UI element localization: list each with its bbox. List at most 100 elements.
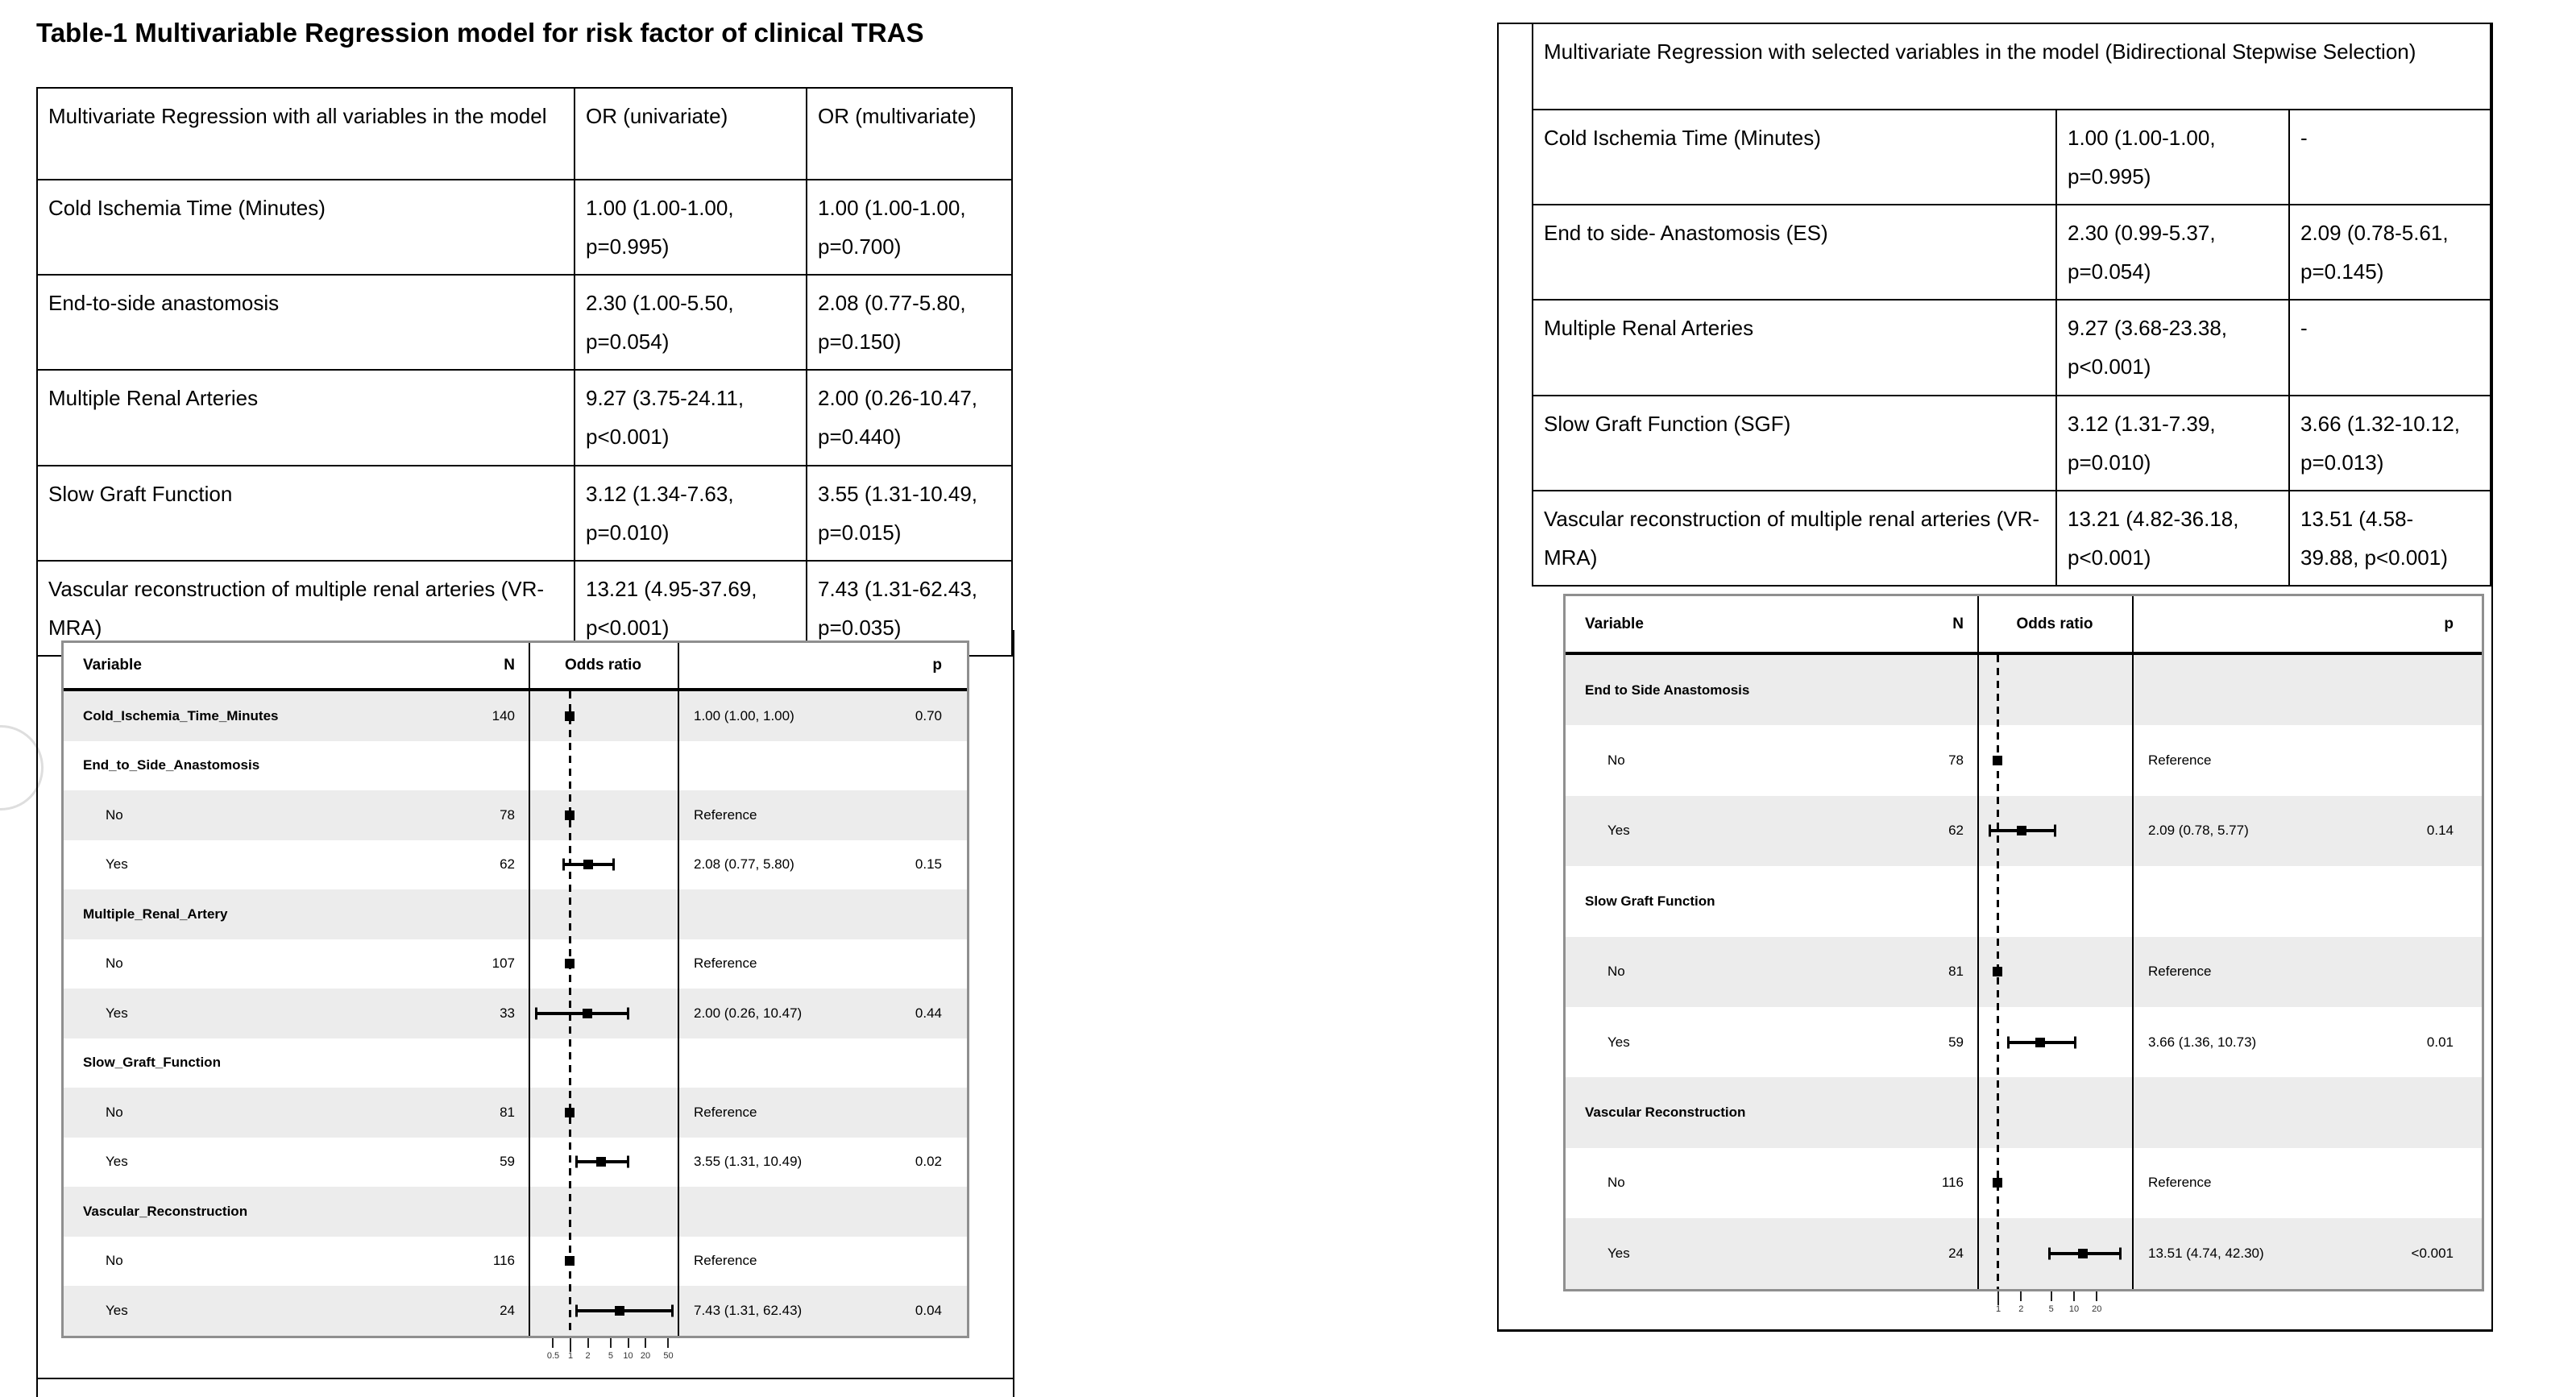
table-cell: 3.55 (1.31-10.49, p=0.015) bbox=[806, 464, 1013, 562]
forest-row-estimate: 3.66 (1.36, 10.73) bbox=[2148, 1034, 2257, 1050]
axis-tick bbox=[645, 1338, 647, 1348]
forest-header-variable: Variable bbox=[1585, 615, 1644, 632]
forest-row-n: 140 bbox=[492, 707, 515, 723]
forest-marker-square bbox=[596, 1157, 607, 1167]
axis-tick-label: 20 bbox=[640, 1351, 651, 1361]
forest-data-row: Cold_Ischemia_Time_Minutes 140 1.00 (1.00,… bbox=[64, 691, 967, 741]
forest-axis: 0.5 1 2 5 10 20 50 bbox=[61, 1338, 964, 1374]
forest-ci-cap bbox=[575, 1304, 579, 1317]
forest-row-n: 24 bbox=[1948, 1245, 1964, 1261]
forest-header-p: p bbox=[2444, 615, 2454, 632]
forest-ci-cap bbox=[2118, 1247, 2122, 1260]
forest-marker-square bbox=[2078, 1248, 2089, 1258]
axis-tick bbox=[2050, 1291, 2052, 1301]
forest-row-estimate: Reference bbox=[2148, 752, 2212, 769]
forest-header-p: p bbox=[932, 657, 942, 674]
table-cell: 3.12 (1.31-7.39, p=0.010) bbox=[2055, 394, 2290, 491]
table-row-divider bbox=[38, 1378, 1013, 1379]
table-cell: End-to-side anastomosis bbox=[36, 274, 575, 371]
forest-row-n: 107 bbox=[492, 956, 515, 972]
forest-row-estimate: Reference bbox=[2148, 964, 2212, 980]
forest-ci-whisker bbox=[576, 1308, 674, 1312]
forest-row-label: Yes bbox=[1607, 1245, 1630, 1261]
forest-row-label: Cold_Ischemia_Time_Minutes bbox=[83, 707, 279, 723]
table-cell: 2.09 (0.78-5.61, p=0.145) bbox=[2288, 204, 2492, 301]
forest-ci-cap bbox=[612, 858, 615, 871]
forest-row-p: 0.70 bbox=[915, 707, 942, 723]
forest-row-p: 0.44 bbox=[915, 1005, 942, 1021]
forest-row-label: Yes bbox=[106, 1154, 128, 1170]
forest-row-n: 59 bbox=[1948, 1034, 1964, 1050]
page-title: Table-1 Multivariable Regression model f… bbox=[36, 18, 924, 48]
axis-tick-label: 1 bbox=[567, 1351, 574, 1361]
table-cell: 1.00 (1.00-1.00, p=0.995) bbox=[2055, 108, 2290, 206]
forest-row-label: Yes bbox=[1607, 823, 1630, 839]
table-cell: Cold Ischemia Time (Minutes) bbox=[36, 178, 575, 276]
forest-row-estimate: Reference bbox=[2148, 1175, 2212, 1191]
forest-ci-cap bbox=[2073, 1036, 2076, 1049]
forest-row-label: No bbox=[1607, 752, 1625, 769]
forest-ci-cap bbox=[535, 1007, 538, 1020]
table-stepwise: Multivariate Regression with selected va… bbox=[1531, 23, 2492, 587]
forest-data-row: No 116 Reference bbox=[64, 1236, 967, 1286]
axis-tick bbox=[667, 1338, 670, 1348]
table-cell: End to side- Anastomosis (ES) bbox=[1532, 204, 2057, 301]
forest-row-label: Vascular Reconstruction bbox=[1585, 1105, 1746, 1121]
forest-row-p: 0.04 bbox=[915, 1302, 942, 1318]
forest-header-odds-ratio: Odds ratio bbox=[2016, 615, 2093, 632]
table-full-model: Multivariate Regression with all variabl… bbox=[36, 87, 1013, 657]
plot-area-rule bbox=[529, 643, 530, 1336]
forest-row-label: Yes bbox=[106, 856, 128, 873]
forest-axis: 1 2 5 10 20 bbox=[1563, 1291, 2479, 1327]
forest-row-estimate: 2.09 (0.78, 5.77) bbox=[2148, 823, 2249, 839]
axis-tick-label: 50 bbox=[663, 1351, 674, 1361]
forest-header-n: N bbox=[1952, 615, 1964, 632]
forest-data-row: No 81 Reference bbox=[1566, 936, 2482, 1007]
forest-row-n: 81 bbox=[1948, 964, 1964, 980]
axis-tick bbox=[2096, 1291, 2098, 1301]
forest-marker-square bbox=[2017, 826, 2027, 836]
forest-row-estimate: 1.00 (1.00, 1.00) bbox=[694, 707, 794, 723]
axis-tick-label: 5 bbox=[2048, 1304, 2054, 1314]
axis-tick-label: 1 bbox=[1995, 1304, 2001, 1314]
forest-data-row: Yes 33 2.00 (0.26, 10.47) 0.44 bbox=[64, 989, 967, 1038]
table-cell: 13.21 (4.95-37.69, p<0.001) bbox=[574, 559, 807, 657]
forest-header-odds-ratio: Odds ratio bbox=[564, 657, 641, 674]
axis-tick-label: 2 bbox=[585, 1351, 591, 1361]
forest-marker-square bbox=[615, 1305, 625, 1316]
forest-ci-cap bbox=[671, 1304, 674, 1317]
forest-ci-cap bbox=[626, 1155, 629, 1168]
forest-data-row: No 81 Reference bbox=[64, 1088, 967, 1138]
forest-group-row: End to Side Anastomosis bbox=[1566, 655, 2482, 726]
axis-tick bbox=[552, 1338, 554, 1348]
table-cell: 13.51 (4.58-39.88, p<0.001) bbox=[2288, 489, 2492, 587]
forest-row-estimate: Reference bbox=[694, 1253, 757, 1269]
forest-ci-cap bbox=[2047, 1247, 2051, 1260]
forest-row-label: No bbox=[106, 1253, 123, 1269]
axis-tick bbox=[1997, 1291, 1999, 1305]
table-cell: Multiple Renal Arteries bbox=[1532, 299, 2057, 396]
forest-row-estimate: 3.55 (1.31, 10.49) bbox=[694, 1154, 803, 1170]
forest-marker-square bbox=[1993, 967, 2002, 977]
forest-ci-cap bbox=[2006, 1036, 2010, 1049]
axis-tick bbox=[587, 1338, 589, 1348]
table-cell: 1.00 (1.00-1.00, p=0.995) bbox=[574, 178, 807, 276]
table-cell: Vascular reconstruction of multiple rena… bbox=[36, 559, 575, 657]
forest-header: Variable N Odds ratio p bbox=[1566, 596, 2482, 655]
forest-plot-univariate: Variable N Odds ratio p Cold_Ischemia_Time_M… bbox=[61, 640, 969, 1374]
forest-row-label: Yes bbox=[1607, 1034, 1630, 1050]
axis-tick-label: 0.5 bbox=[546, 1351, 560, 1361]
forest-marker-square bbox=[2035, 1037, 2045, 1047]
forest-row-label: No bbox=[1607, 964, 1625, 980]
table-cell: Slow Graft Function (SGF) bbox=[1532, 394, 2057, 491]
forest-row-p: 0.01 bbox=[2426, 1034, 2454, 1050]
forest-row-estimate: 7.43 (1.31, 62.43) bbox=[694, 1302, 803, 1318]
table-cell: Cold Ischemia Time (Minutes) bbox=[1532, 108, 2057, 206]
table-cell: 3.12 (1.34-7.63, p=0.010) bbox=[574, 464, 807, 562]
plot-area-rule bbox=[1977, 596, 1979, 1289]
forest-row-label: End to Side Anastomosis bbox=[1585, 682, 1750, 698]
forest-data-row: No 116 Reference bbox=[1566, 1147, 2482, 1219]
forest-data-row: Yes 24 13.51 (4.74, 42.30) <0.001 bbox=[1566, 1218, 2482, 1289]
forest-row-label: Slow Graft Function bbox=[1585, 893, 1715, 909]
axis-tick bbox=[2020, 1291, 2022, 1301]
